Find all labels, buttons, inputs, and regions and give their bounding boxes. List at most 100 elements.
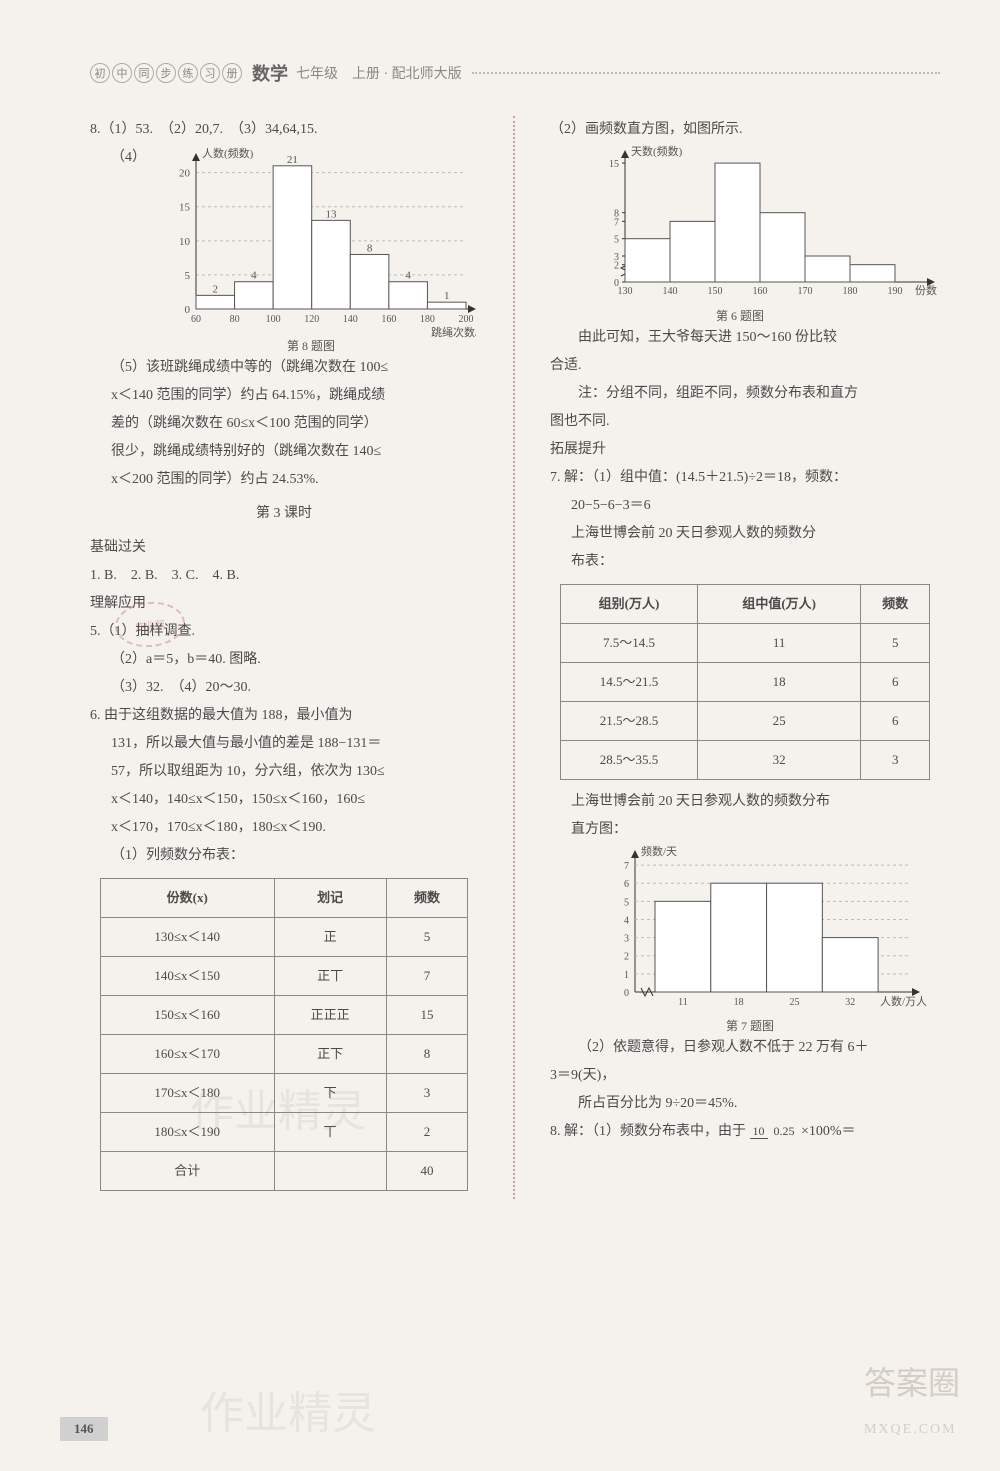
svg-text:0: 0 bbox=[624, 988, 629, 999]
svg-text:第 8 题图: 第 8 题图 bbox=[287, 339, 335, 353]
table-cell: 14.5～21.5 bbox=[560, 663, 697, 702]
svg-text:8: 8 bbox=[614, 209, 619, 220]
svg-text:人数/万人: 人数/万人 bbox=[880, 995, 927, 1008]
svg-text:10: 10 bbox=[179, 236, 191, 248]
q7-2-text: 所占百分比为 9÷20＝45%. bbox=[550, 1090, 940, 1118]
svg-text:160: 160 bbox=[753, 286, 768, 297]
svg-text:32: 32 bbox=[845, 997, 855, 1008]
q8-5-text: 很少，跳绳成绩特别好的（跳绳次数在 140≤ bbox=[90, 438, 478, 466]
svg-text:4: 4 bbox=[251, 270, 257, 282]
svg-text:13: 13 bbox=[326, 208, 338, 220]
table-row: 7.5～14.5115 bbox=[560, 624, 930, 663]
svg-text:60: 60 bbox=[191, 314, 201, 325]
svg-text:180: 180 bbox=[843, 286, 858, 297]
chart-q6-histogram: 02357815130140150160170180190天数(频数)份数第 6… bbox=[580, 144, 940, 324]
svg-text:份数: 份数 bbox=[915, 284, 937, 297]
header-grade: 七年级 上册 · 配北师大版 bbox=[296, 63, 462, 83]
q6-text: 131，所以最大值与最小值的差是 188−131＝ bbox=[90, 730, 478, 758]
svg-text:频数/天: 频数/天 bbox=[641, 844, 677, 858]
svg-text:天数(频数): 天数(频数) bbox=[631, 144, 683, 158]
watermark: 作业精灵 bbox=[200, 1377, 376, 1441]
svg-text:1: 1 bbox=[444, 290, 450, 302]
table-cell: 合计 bbox=[100, 1152, 274, 1191]
table-header: 组别(万人) bbox=[560, 585, 697, 624]
table-row: 合计 40 bbox=[100, 1152, 468, 1191]
svg-text:140: 140 bbox=[343, 314, 358, 325]
table-header: 组中值(万人) bbox=[698, 585, 861, 624]
table-q6-frequency: 份数(x)划记频数130≤x＜140正5140≤x＜150正丅7150≤x＜16… bbox=[100, 878, 469, 1191]
q7-text: 上海世博会前 20 天日参观人数的频数分 bbox=[550, 520, 940, 548]
answer-watermark: 答案圈 MXQE.COM bbox=[864, 1358, 960, 1441]
table-cell: 6 bbox=[861, 702, 930, 741]
svg-text:21: 21 bbox=[287, 154, 298, 166]
table-cell: 2 bbox=[386, 1113, 468, 1152]
column-divider bbox=[513, 116, 515, 1199]
table-cell: 正 bbox=[274, 918, 386, 957]
fraction: 10 0.25 bbox=[750, 1125, 798, 1138]
chart-q8-histogram: 051015202421138416080100120140160180200人… bbox=[146, 144, 476, 354]
svg-text:7: 7 bbox=[624, 861, 629, 872]
table-cell: 40 bbox=[386, 1152, 468, 1191]
svg-text:150: 150 bbox=[708, 286, 723, 297]
section-jichu: 基础过关 bbox=[90, 534, 478, 562]
section-tuozhan: 拓展提升 bbox=[550, 436, 940, 464]
table-row: 150≤x＜160正正正15 bbox=[100, 996, 468, 1035]
svg-text:130: 130 bbox=[618, 286, 633, 297]
table-cell: 180≤x＜190 bbox=[100, 1113, 274, 1152]
table-row: 21.5～28.5256 bbox=[560, 702, 930, 741]
chart-q7-histogram: 0123456711182532频数/天人数/万人第 7 题图 bbox=[590, 844, 930, 1034]
svg-text:4: 4 bbox=[405, 270, 411, 282]
q8-suffix: ×100%＝ bbox=[801, 1124, 856, 1139]
q8-5-text: （5）该班跳绳成绩中等的（跳绳次数在 100≤ bbox=[90, 354, 478, 382]
svg-text:140: 140 bbox=[663, 286, 678, 297]
q7-chart-label: 上海世博会前 20 天日参观人数的频数分布 bbox=[550, 788, 940, 816]
q6-note: 注：分组不同，组距不同，频数分布表和直方 bbox=[550, 380, 940, 408]
table-cell: 15 bbox=[386, 996, 468, 1035]
section-lijie: 理解应用 bbox=[90, 590, 478, 618]
svg-text:120: 120 bbox=[304, 314, 319, 325]
table-row: 170≤x＜180下3 bbox=[100, 1074, 468, 1113]
circle-char: 同 bbox=[134, 63, 154, 83]
svg-text:5: 5 bbox=[614, 235, 619, 246]
fraction-numerator: 10 bbox=[750, 1124, 768, 1139]
svg-text:第 6 题图: 第 6 题图 bbox=[716, 309, 764, 323]
table-q7-frequency: 组别(万人)组中值(万人)频数7.5～14.511514.5～21.518621… bbox=[560, 584, 931, 780]
jichu-answers: 1. B. 2. B. 3. C. 4. B. bbox=[90, 562, 478, 590]
fraction-denominator: 0.25 bbox=[771, 1124, 798, 1138]
table-cell: 6 bbox=[861, 663, 930, 702]
table-cell: 丅 bbox=[274, 1113, 386, 1152]
svg-text:11: 11 bbox=[678, 997, 688, 1008]
circle-char: 中 bbox=[112, 63, 132, 83]
svg-text:5: 5 bbox=[624, 897, 629, 908]
svg-text:200: 200 bbox=[459, 314, 474, 325]
table-header: 频数 bbox=[386, 879, 468, 918]
circle-char: 步 bbox=[156, 63, 176, 83]
circle-char: 初 bbox=[90, 63, 110, 83]
svg-text:80: 80 bbox=[230, 314, 240, 325]
svg-text:8: 8 bbox=[367, 242, 373, 254]
svg-text:20: 20 bbox=[179, 168, 191, 180]
table-cell: 8 bbox=[386, 1035, 468, 1074]
table-cell: 130≤x＜140 bbox=[100, 918, 274, 957]
table-cell: 3 bbox=[386, 1074, 468, 1113]
svg-text:跳绳次数/次: 跳绳次数/次 bbox=[431, 325, 476, 339]
svg-text:3: 3 bbox=[614, 252, 619, 263]
q6-text: x＜140，140≤x＜150，150≤x＜160，160≤ bbox=[90, 786, 478, 814]
table-cell: 160≤x＜170 bbox=[100, 1035, 274, 1074]
table-cell: 140≤x＜150 bbox=[100, 957, 274, 996]
table-cell: 170≤x＜180 bbox=[100, 1074, 274, 1113]
q8-5-text: 差的（跳绳次数在 60≤x＜100 范围的同学） bbox=[90, 410, 478, 438]
q6-text: 57，所以取组距为 10，分六组，依次为 130≤ bbox=[90, 758, 478, 786]
svg-text:18: 18 bbox=[734, 997, 744, 1008]
header-circles: 初 中 同 步 练 习 册 bbox=[90, 63, 242, 83]
header-dotted-line bbox=[472, 72, 940, 74]
header-subject: 数学 bbox=[252, 60, 288, 86]
q6-text: 6. 由于这组数据的最大值为 188，最小值为 bbox=[90, 702, 478, 730]
table-cell: 28.5～35.5 bbox=[560, 741, 697, 780]
svg-text:2: 2 bbox=[213, 283, 219, 295]
table-row: 28.5～35.5323 bbox=[560, 741, 930, 780]
table-cell: 下 bbox=[274, 1074, 386, 1113]
left-column: 8.（1）53. （2）20,7. （3）34,64,15. （4） 05101… bbox=[90, 116, 478, 1199]
q8-5-text: x＜140 范围的同学）约占 64.15%，跳绳成绩 bbox=[90, 382, 478, 410]
svg-text:100: 100 bbox=[266, 314, 281, 325]
